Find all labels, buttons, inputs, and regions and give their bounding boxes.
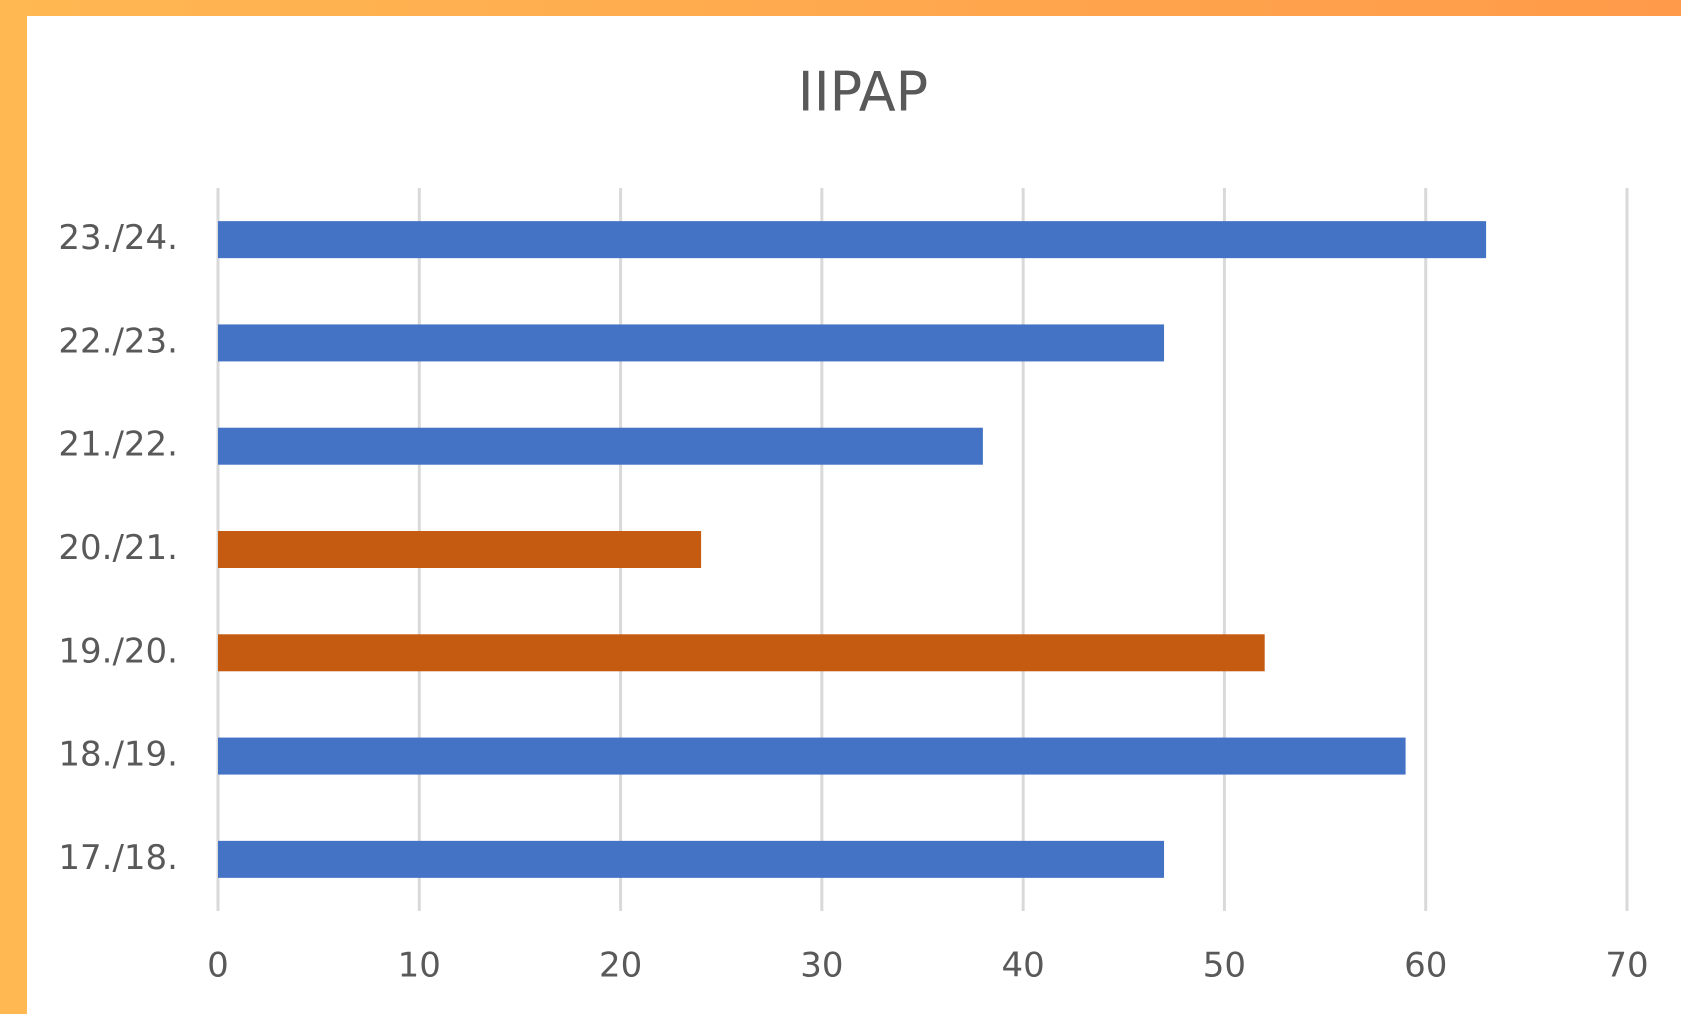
x-tick-label: 70	[1605, 946, 1648, 986]
x-tick-label: 0	[207, 946, 229, 986]
x-tick-label: 20	[599, 946, 642, 986]
bar	[218, 531, 702, 568]
bar	[218, 427, 983, 465]
bar	[218, 324, 1165, 362]
y-tick-label: 19./20.	[58, 631, 178, 671]
x-tick-label: 40	[1002, 946, 1045, 986]
x-tick-label: 50	[1203, 946, 1246, 986]
x-tick-label: 10	[398, 946, 441, 986]
y-tick-label: 21./22.	[58, 425, 178, 465]
chart-title: IIPAP	[798, 61, 928, 124]
x-tick-label: 30	[800, 946, 843, 986]
y-tick-label: 22./23.	[58, 321, 178, 361]
y-tick-label: 17./18.	[58, 838, 178, 878]
y-tick-label: 23./24.	[58, 218, 178, 258]
bar	[218, 221, 1487, 259]
x-tick-label: 60	[1404, 946, 1447, 986]
y-tick-label: 18./19.	[58, 735, 178, 775]
bar	[218, 737, 1406, 775]
y-tick-label: 20./21.	[58, 528, 178, 568]
bar	[218, 840, 1165, 878]
bar	[218, 634, 1265, 672]
